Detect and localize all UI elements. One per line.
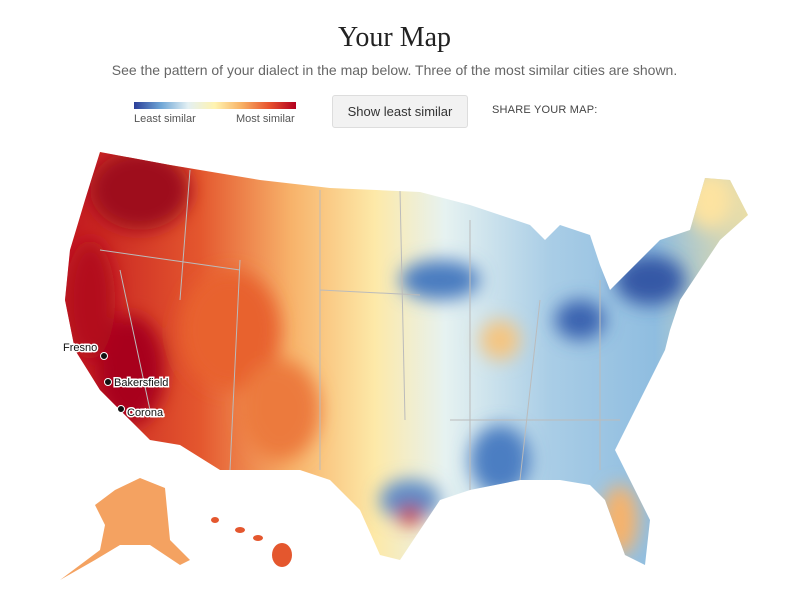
alaska: [60, 478, 190, 580]
legend-gradient: [134, 102, 296, 109]
city-dot: [117, 405, 125, 413]
city-label: Corona: [127, 407, 164, 419]
legend-high-label: Most similar: [236, 113, 295, 125]
dialect-map: Fresno Bakersfield Corona: [60, 152, 748, 580]
title: Your Map: [337, 22, 452, 53]
cities: Fresno Bakersfield Corona: [62, 341, 170, 421]
share-label: SHARE YOUR MAP:: [492, 104, 598, 116]
show-least-similar-button[interactable]: Show least similar: [332, 95, 468, 128]
city-dot: [100, 352, 108, 360]
subtitle: See the pattern of your dialect in the m…: [111, 62, 678, 78]
legend-low-label: Least similar: [134, 113, 196, 125]
hawaii: [211, 517, 292, 567]
city-label: Fresno: [63, 342, 97, 354]
city-label: Bakersfield: [114, 377, 168, 389]
city-dot: [104, 378, 112, 386]
